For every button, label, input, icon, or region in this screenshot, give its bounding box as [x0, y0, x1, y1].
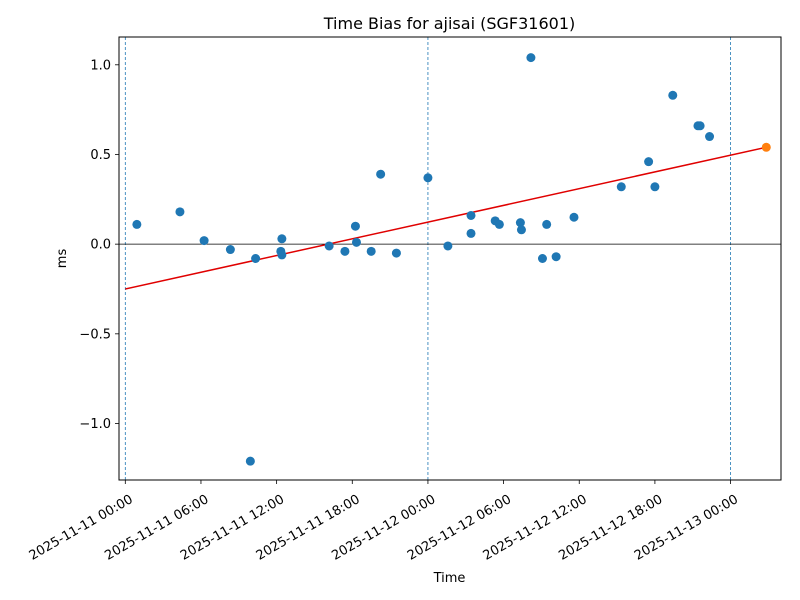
- y-axis: −1.0 −0.5 0.0 0.5 1.0: [79, 58, 119, 432]
- data-point: [199, 236, 209, 246]
- highlight-point: [761, 142, 771, 152]
- data-point: [537, 254, 547, 263]
- data-point: [245, 456, 255, 466]
- data-point: [516, 225, 526, 235]
- data-point: [494, 219, 504, 229]
- data-point: [668, 90, 678, 100]
- x-axis-label: Time: [433, 571, 466, 586]
- trend-line: [125, 146, 767, 290]
- data-point: [466, 228, 476, 238]
- data-point: [324, 241, 334, 251]
- data-point: [351, 237, 361, 247]
- data-point: [376, 169, 386, 179]
- data-point: [366, 246, 376, 256]
- chart-title: Time Bias for ajisai (SGF31601): [323, 14, 575, 33]
- y-tick-label: −0.5: [79, 327, 111, 342]
- data-point: [616, 182, 626, 192]
- y-tick-label: 0.0: [90, 238, 111, 253]
- plot-frame: [118, 36, 782, 481]
- data-point: [277, 250, 287, 260]
- data-point: [650, 182, 660, 192]
- plot-area: [119, 37, 781, 480]
- data-point: [277, 234, 287, 244]
- data-point: [340, 246, 350, 256]
- data-point: [225, 245, 235, 255]
- data-point: [132, 219, 142, 229]
- data-point: [350, 221, 360, 231]
- y-tick-label: 0.5: [90, 148, 111, 163]
- data-point: [542, 219, 552, 229]
- data-point: [251, 254, 261, 263]
- data-point: [526, 53, 536, 63]
- data-point: [569, 212, 579, 222]
- data-point: [423, 173, 433, 183]
- data-point: [705, 132, 715, 142]
- data-point: [175, 207, 185, 217]
- data-point: [391, 248, 401, 258]
- data-point: [515, 218, 525, 228]
- data-point: [551, 252, 561, 262]
- y-tick-label: 1.0: [90, 58, 111, 73]
- y-tick-label: −1.0: [79, 417, 111, 432]
- data-point: [466, 210, 476, 220]
- data-point: [695, 121, 705, 131]
- data-point: [443, 241, 453, 251]
- y-axis-label: ms: [55, 249, 70, 269]
- data-point: [644, 157, 654, 167]
